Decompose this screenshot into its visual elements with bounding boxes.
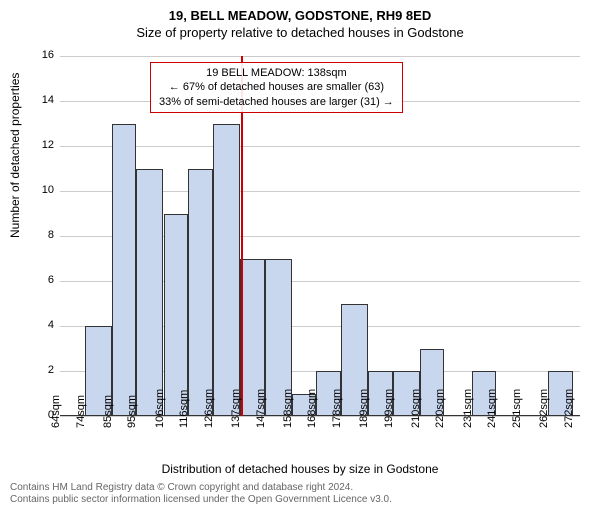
y-tick-label: 8 — [34, 229, 54, 241]
chart-title-address: 19, BELL MEADOW, GODSTONE, RH9 8ED — [0, 8, 600, 23]
histogram-bar — [188, 169, 213, 417]
histogram-bar — [164, 214, 189, 417]
chart-title-subtitle: Size of property relative to detached ho… — [0, 25, 600, 40]
y-tick-label: 14 — [34, 94, 54, 106]
y-tick-label: 2 — [34, 364, 54, 376]
footer-line1: Contains HM Land Registry data © Crown c… — [10, 482, 392, 494]
x-axis-line — [60, 415, 580, 416]
x-axis-label: Distribution of detached houses by size … — [0, 462, 600, 476]
annotation-line2: ← 67% of detached houses are smaller (63… — [159, 80, 394, 94]
footer-attribution: Contains HM Land Registry data © Crown c… — [10, 482, 392, 506]
y-tick-label: 10 — [34, 184, 54, 196]
plot-area: 024681012141664sqm74sqm85sqm95sqm106sqm1… — [60, 56, 580, 416]
histogram-bar — [213, 124, 240, 417]
gridline — [60, 146, 580, 147]
y-tick-label: 6 — [34, 274, 54, 286]
y-tick-label: 12 — [34, 139, 54, 151]
y-tick-label: 16 — [34, 49, 54, 61]
y-tick-label: 4 — [34, 319, 54, 331]
y-axis-label: Number of detached properties — [8, 73, 22, 238]
histogram-bar — [112, 124, 137, 417]
annotation-line1: 19 BELL MEADOW: 138sqm — [159, 66, 394, 80]
annotation-line3: 33% of semi-detached houses are larger (… — [159, 95, 394, 109]
histogram-bar — [136, 169, 163, 417]
gridline — [60, 56, 580, 57]
footer-line2: Contains public sector information licen… — [10, 494, 392, 506]
chart-container: 19, BELL MEADOW, GODSTONE, RH9 8ED Size … — [0, 8, 600, 508]
annotation-box: 19 BELL MEADOW: 138sqm ← 67% of detached… — [150, 62, 403, 113]
gridline — [60, 416, 580, 417]
